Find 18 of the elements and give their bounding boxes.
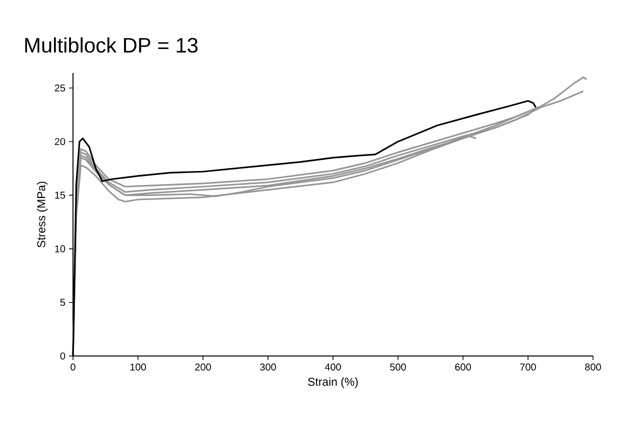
y-tick-label: 25: [54, 84, 66, 92]
y-tick-label: 10: [55, 245, 66, 252]
x-axis-title: Strain (%): [308, 377, 358, 388]
x-tick-label: 0: [70, 364, 76, 371]
x-tick-label: 700: [520, 364, 536, 371]
chart-title: Multiblock DP = 13: [25, 37, 198, 53]
y-axis-title: Stress (MPa): [36, 182, 48, 248]
x-tick-label: 400: [324, 364, 341, 371]
y-tick-label: 20: [54, 138, 66, 146]
y-tick-label: 15: [55, 192, 66, 199]
y-tick-label: 5: [60, 298, 66, 306]
x-tick-label: 100: [130, 364, 146, 371]
y-tick-label: 0: [60, 352, 66, 360]
x-tick-label: 300: [260, 364, 276, 371]
x-tick-label: 200: [195, 364, 211, 371]
x-tick-label: 600: [455, 364, 471, 371]
x-tick-label: 500: [390, 364, 406, 371]
x-tick-label: 800: [585, 364, 601, 371]
